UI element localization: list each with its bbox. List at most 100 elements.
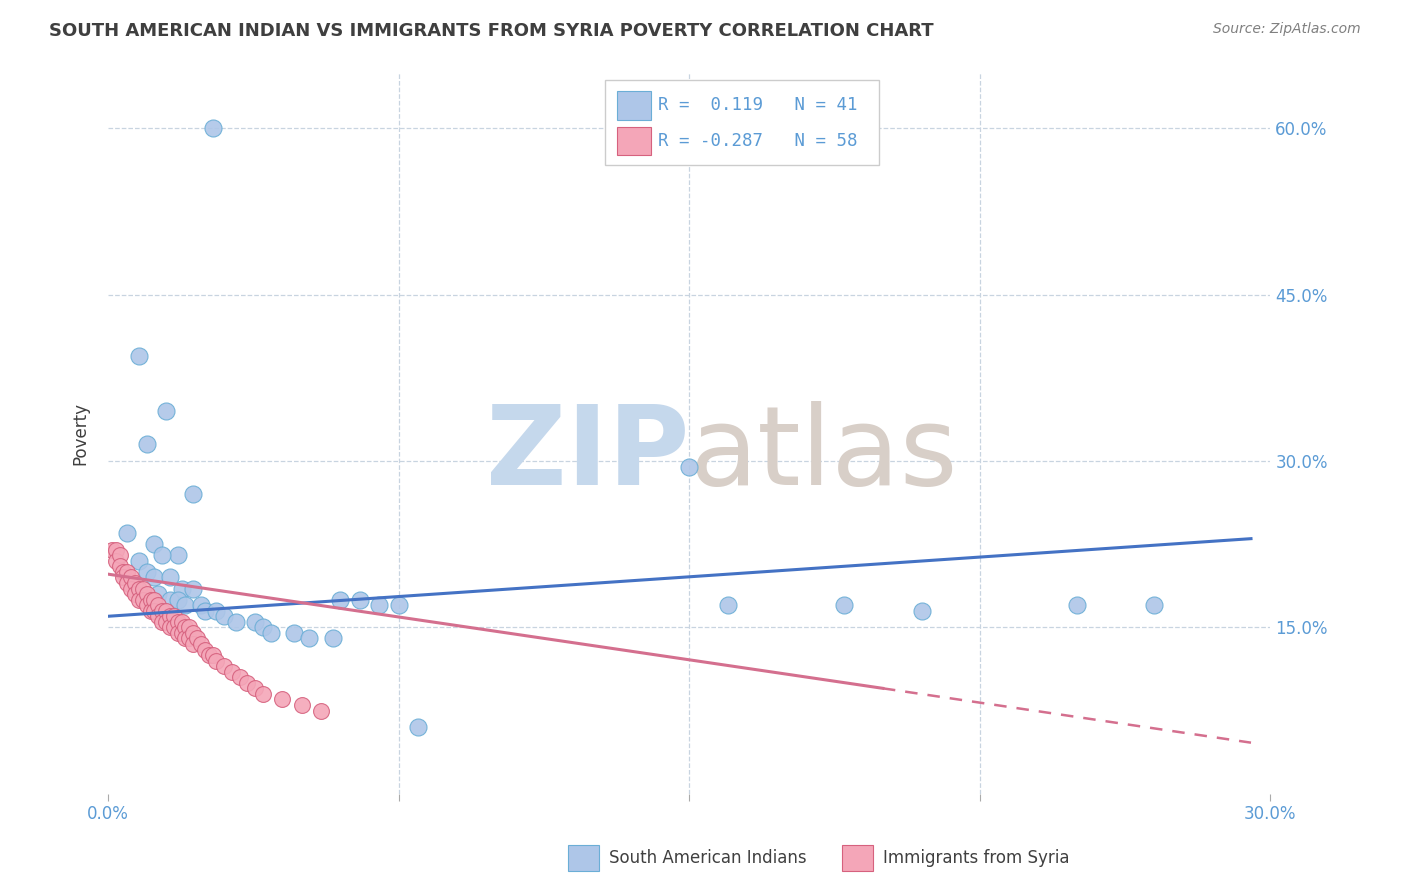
Point bbox=[291, 698, 314, 712]
Point bbox=[205, 654, 228, 668]
Point bbox=[148, 609, 170, 624]
Point bbox=[101, 542, 124, 557]
Point bbox=[155, 615, 177, 629]
Point bbox=[148, 598, 170, 612]
Text: R =  0.119   N = 41: R = 0.119 N = 41 bbox=[658, 96, 858, 114]
Point bbox=[128, 582, 150, 596]
Text: SOUTH AMERICAN INDIAN VS IMMIGRANTS FROM SYRIA POVERTY CORRELATION CHART: SOUTH AMERICAN INDIAN VS IMMIGRANTS FROM… bbox=[49, 22, 934, 40]
Point bbox=[135, 437, 157, 451]
Point bbox=[143, 570, 166, 584]
Point bbox=[911, 604, 934, 618]
Point bbox=[128, 554, 150, 568]
Point bbox=[205, 604, 228, 618]
Point bbox=[174, 598, 197, 612]
Point bbox=[159, 570, 181, 584]
Point bbox=[387, 598, 409, 612]
Point bbox=[170, 626, 193, 640]
Point bbox=[170, 615, 193, 629]
Point bbox=[329, 592, 352, 607]
Point bbox=[245, 681, 267, 696]
Point bbox=[252, 620, 274, 634]
Point bbox=[166, 626, 188, 640]
Point bbox=[260, 626, 283, 640]
Point bbox=[197, 648, 219, 662]
Point bbox=[117, 576, 139, 591]
Point bbox=[163, 609, 186, 624]
Point bbox=[283, 626, 305, 640]
Point bbox=[135, 587, 157, 601]
Point bbox=[212, 659, 235, 673]
Point bbox=[194, 642, 217, 657]
Point bbox=[104, 554, 127, 568]
Point bbox=[194, 604, 217, 618]
Point bbox=[117, 565, 139, 579]
Point bbox=[186, 632, 208, 646]
Point bbox=[229, 670, 252, 684]
Point bbox=[309, 704, 332, 718]
Point bbox=[349, 592, 371, 607]
Point bbox=[112, 565, 135, 579]
Point bbox=[181, 487, 204, 501]
Point bbox=[190, 637, 212, 651]
Point bbox=[179, 632, 201, 646]
Point bbox=[124, 576, 146, 591]
Text: Source: ZipAtlas.com: Source: ZipAtlas.com bbox=[1213, 22, 1361, 37]
Text: Immigrants from Syria: Immigrants from Syria bbox=[883, 849, 1070, 867]
Point bbox=[201, 648, 224, 662]
Point bbox=[108, 559, 131, 574]
Point bbox=[166, 549, 188, 563]
Point bbox=[128, 349, 150, 363]
Point bbox=[132, 592, 155, 607]
Point bbox=[174, 632, 197, 646]
Point bbox=[212, 609, 235, 624]
Point bbox=[150, 549, 173, 563]
Point bbox=[174, 620, 197, 634]
Point bbox=[117, 526, 139, 541]
Point bbox=[120, 582, 142, 596]
Point bbox=[135, 565, 157, 579]
Text: South American Indians: South American Indians bbox=[609, 849, 807, 867]
Point bbox=[832, 598, 855, 612]
Point bbox=[678, 459, 700, 474]
Point bbox=[368, 598, 391, 612]
Point bbox=[139, 604, 162, 618]
Point bbox=[245, 615, 267, 629]
Point bbox=[108, 549, 131, 563]
Point bbox=[143, 537, 166, 551]
Point bbox=[271, 692, 294, 706]
Text: R = -0.287   N = 58: R = -0.287 N = 58 bbox=[658, 132, 858, 150]
Point bbox=[155, 404, 177, 418]
Point bbox=[166, 592, 188, 607]
Point bbox=[717, 598, 740, 612]
Text: atlas: atlas bbox=[689, 401, 957, 508]
Point bbox=[166, 615, 188, 629]
Point bbox=[170, 582, 193, 596]
Point bbox=[139, 592, 162, 607]
Point bbox=[128, 592, 150, 607]
Point bbox=[159, 592, 181, 607]
Point bbox=[181, 637, 204, 651]
Point bbox=[406, 720, 429, 734]
Point bbox=[104, 542, 127, 557]
Point bbox=[1066, 598, 1088, 612]
Point bbox=[221, 665, 243, 679]
Point bbox=[201, 121, 224, 136]
Point bbox=[181, 626, 204, 640]
Y-axis label: Poverty: Poverty bbox=[72, 401, 89, 465]
Point bbox=[150, 615, 173, 629]
Point bbox=[155, 604, 177, 618]
Point bbox=[181, 582, 204, 596]
Point bbox=[150, 604, 173, 618]
Point bbox=[322, 632, 344, 646]
Point bbox=[143, 592, 166, 607]
Point bbox=[252, 687, 274, 701]
Point bbox=[1143, 598, 1166, 612]
Text: ZIP: ZIP bbox=[486, 401, 689, 508]
Point bbox=[124, 587, 146, 601]
Point bbox=[148, 587, 170, 601]
Point bbox=[120, 570, 142, 584]
Point bbox=[159, 620, 181, 634]
Point bbox=[163, 620, 186, 634]
Point bbox=[132, 582, 155, 596]
Point bbox=[159, 609, 181, 624]
